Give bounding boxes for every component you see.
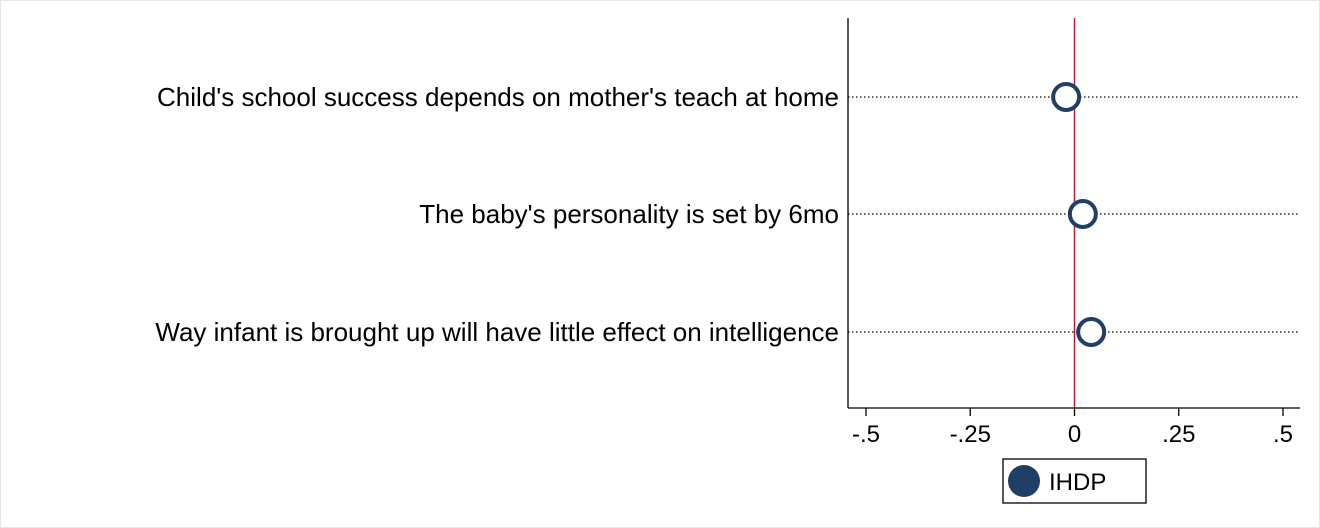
legend: IHDP xyxy=(1002,458,1147,504)
point-3 xyxy=(1076,317,1107,347)
category-labels: Child's school success depends on mother… xyxy=(155,82,839,347)
x-tick-label-2: -.25 xyxy=(950,421,991,448)
legend-label-ihdp: IHDP xyxy=(1049,469,1106,496)
x-axis-ticks: -.5 -.25 0 .25 .5 xyxy=(852,408,1293,448)
category-label-1: Child's school success depends on mother… xyxy=(157,82,839,112)
guide-lines xyxy=(848,96,1300,333)
point-1 xyxy=(1051,82,1082,112)
x-tick-label-1: -.5 xyxy=(852,421,880,448)
point-2 xyxy=(1067,199,1098,229)
legend-marker-ihdp xyxy=(1008,465,1040,497)
x-tick-label-4: .25 xyxy=(1162,421,1195,448)
x-tick-label-3: 0 xyxy=(1068,421,1081,448)
x-tick-label-5: .5 xyxy=(1273,421,1293,448)
category-label-3: Way infant is brought up will have littl… xyxy=(155,317,839,347)
data-points xyxy=(1051,82,1107,347)
category-label-2: The baby's personality is set by 6mo xyxy=(419,199,839,229)
